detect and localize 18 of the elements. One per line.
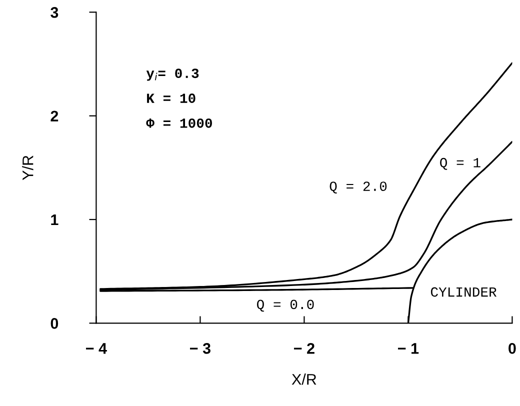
annotation: Q = 1 — [440, 158, 480, 170]
x-tick-label: − 2 — [294, 343, 314, 354]
annotation: CYLINDER — [430, 287, 497, 297]
y-tick-label: 3 — [50, 7, 58, 18]
annotation: Φ = 1000 — [146, 118, 212, 128]
y-axis-title: Y/R — [22, 156, 34, 180]
annotation: Q = 2.0 — [330, 182, 387, 194]
x-tick-label: − 4 — [86, 343, 107, 354]
annotation: K = 10 — [147, 94, 196, 103]
x-axis-title: X/R — [292, 374, 316, 385]
x-tick-label: − 3 — [190, 343, 210, 354]
y-tick-label: 0 — [50, 318, 58, 329]
x-tick-label: 0 — [508, 343, 516, 354]
annotation: Q = 0.0 — [257, 300, 314, 312]
annotation: y$_{i}$= 0.3 — [146, 68, 199, 81]
y-tick-label: 2 — [50, 110, 58, 122]
y-tick-label: 1 — [51, 214, 58, 226]
x-tick-label: − 1 — [398, 343, 419, 354]
